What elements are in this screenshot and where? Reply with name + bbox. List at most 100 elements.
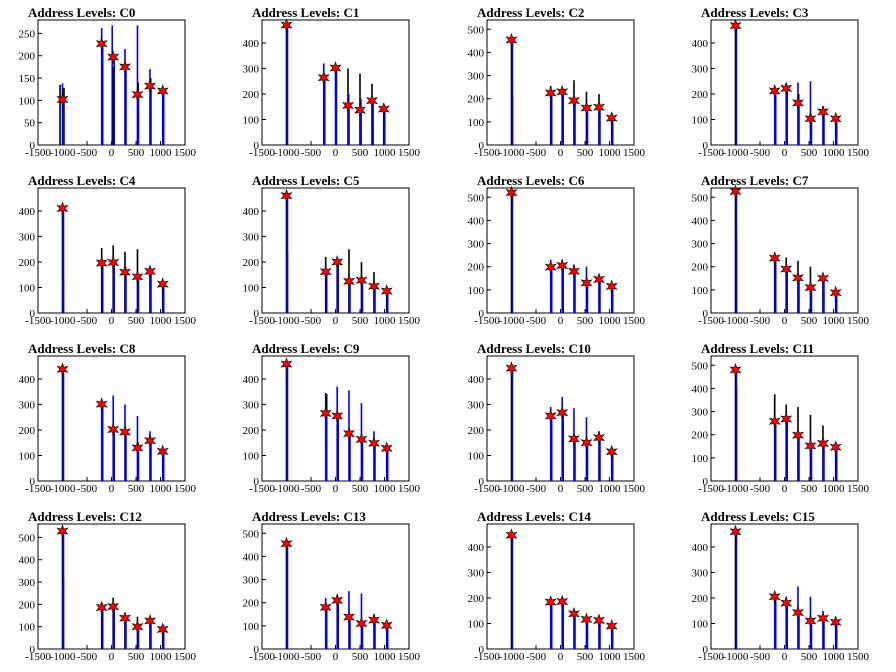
peak-marker xyxy=(342,610,356,625)
x-tick-label: 1500 xyxy=(847,315,870,327)
peak-marker xyxy=(342,274,356,289)
subplot-4: Address Levels: C4 0 100 200 300 400 -1500-100… xyxy=(19,173,197,327)
x-tick-label: 1500 xyxy=(398,147,421,159)
peak-marker xyxy=(567,431,581,446)
y-tick-label: 400 xyxy=(19,555,36,567)
peak-marker xyxy=(804,438,817,453)
subplot-title: Address Levels: C0 xyxy=(28,5,135,20)
y-tick-label: 400 xyxy=(468,542,485,554)
x-tick-label: 0 xyxy=(782,483,788,495)
x-tick-label: 1000 xyxy=(374,483,397,495)
peak-marker xyxy=(156,622,169,637)
x-tick-label: 1500 xyxy=(398,483,421,495)
x-tick-label: -1500 xyxy=(698,483,724,495)
y-tick-label: 400 xyxy=(19,374,36,386)
y-tick-label: 0 xyxy=(254,140,260,152)
peak-marker xyxy=(816,271,830,286)
y-tick-label: 400 xyxy=(19,206,36,218)
peak-marker xyxy=(605,111,618,126)
x-tick-label: 1000 xyxy=(150,315,173,327)
peak-marker xyxy=(118,265,132,280)
peak-marker xyxy=(605,444,618,459)
y-tick-label: 300 xyxy=(243,399,260,411)
x-tick-label: 500 xyxy=(801,483,818,495)
x-tick-label: 1000 xyxy=(823,315,846,327)
x-tick-label: 1500 xyxy=(623,147,646,159)
peak-marker xyxy=(131,87,144,102)
x-tick-label: 500 xyxy=(352,651,369,663)
x-tick-label: 1000 xyxy=(150,483,173,495)
y-tick-label: 100 xyxy=(19,450,36,462)
peak-marker xyxy=(605,279,618,294)
y-tick-label: 300 xyxy=(243,63,260,75)
y-tick-label: 0 xyxy=(30,476,36,488)
peak-marker xyxy=(791,270,805,285)
x-tick-label: -500 xyxy=(526,315,547,327)
peak-marker xyxy=(544,85,557,100)
x-tick-label: 0 xyxy=(558,147,564,159)
x-tick-label: -500 xyxy=(301,651,322,663)
subplot-1: Address Levels: C1 0 100 200 300 400 -1500-100… xyxy=(243,5,421,159)
y-tick-label: 250 xyxy=(19,28,36,40)
x-tick-label: -1000 xyxy=(50,315,76,327)
peak-marker xyxy=(131,440,144,455)
y-tick-label: 500 xyxy=(19,532,36,544)
x-tick-label: 0 xyxy=(109,315,115,327)
peak-marker xyxy=(367,279,381,294)
x-tick-label: -1000 xyxy=(274,315,300,327)
y-tick-label: 0 xyxy=(254,476,260,488)
peak-marker xyxy=(280,18,293,33)
x-tick-label: -500 xyxy=(301,483,322,495)
peak-marker xyxy=(791,428,805,443)
peak-marker xyxy=(280,536,293,551)
y-tick-label: 300 xyxy=(19,399,36,411)
x-tick-label: 1500 xyxy=(398,315,421,327)
y-tick-label: 0 xyxy=(30,308,36,320)
peak-marker xyxy=(556,405,569,420)
y-tick-label: 400 xyxy=(692,215,709,227)
y-tick-label: 400 xyxy=(692,542,709,554)
subplot-3: Address Levels: C3 0 100 200 300 400 -1500-100… xyxy=(692,5,870,159)
peak-marker xyxy=(56,524,69,539)
peak-marker xyxy=(505,32,518,47)
x-tick-label: -1500 xyxy=(249,651,275,663)
y-tick-label: 300 xyxy=(243,231,260,243)
x-tick-label: -500 xyxy=(526,651,547,663)
y-tick-label: 0 xyxy=(254,308,260,320)
y-tick-label: 200 xyxy=(468,593,485,605)
y-tick-label: 200 xyxy=(19,599,36,611)
peak-marker xyxy=(95,256,108,270)
peak-marker xyxy=(319,264,332,279)
subplot-13: Address Levels: C13 0 100 200 300 400 500 -1500… xyxy=(243,509,421,663)
subplot-7: Address Levels: C70100200300400500-1500-… xyxy=(692,173,870,327)
subplot-2: Address Levels: C20100200300400500-1500-… xyxy=(468,5,646,159)
y-tick-label: 300 xyxy=(468,239,485,251)
peak-marker xyxy=(780,596,793,611)
y-tick-label: 300 xyxy=(468,567,485,579)
x-tick-label: 0 xyxy=(333,315,339,327)
y-tick-label: 100 xyxy=(468,450,485,462)
x-tick-label: -1000 xyxy=(50,651,76,663)
x-tick-label: 500 xyxy=(128,315,145,327)
x-tick-label: 1000 xyxy=(150,147,173,159)
x-tick-label: -1500 xyxy=(698,315,724,327)
y-tick-label: 100 xyxy=(468,117,485,129)
x-tick-label: 0 xyxy=(782,315,788,327)
peak-marker xyxy=(592,613,606,628)
peak-marker xyxy=(56,201,69,216)
x-tick-label: -1000 xyxy=(499,147,525,159)
peak-marker xyxy=(143,433,157,448)
peak-marker xyxy=(118,611,132,626)
y-tick-label: 300 xyxy=(692,239,709,251)
peak-marker xyxy=(341,98,355,113)
peak-marker xyxy=(544,260,557,275)
peak-marker xyxy=(816,611,830,626)
peak-marker xyxy=(331,255,344,269)
x-tick-label: 1000 xyxy=(150,651,173,663)
subplot-9: Address Levels: C9 0 100 200 300 400 -1500-100… xyxy=(243,341,421,495)
y-tick-label: 400 xyxy=(692,383,709,395)
subplot-11: Address Levels: C11 0 100 200 300 400 500 -1500… xyxy=(692,341,870,495)
peak-marker xyxy=(804,111,817,126)
peak-marker xyxy=(331,408,344,423)
y-tick-label: 150 xyxy=(19,73,36,85)
